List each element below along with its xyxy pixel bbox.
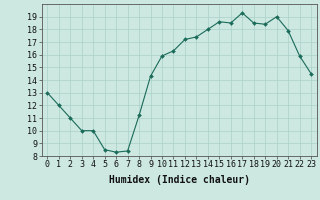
X-axis label: Humidex (Indice chaleur): Humidex (Indice chaleur) — [109, 175, 250, 185]
